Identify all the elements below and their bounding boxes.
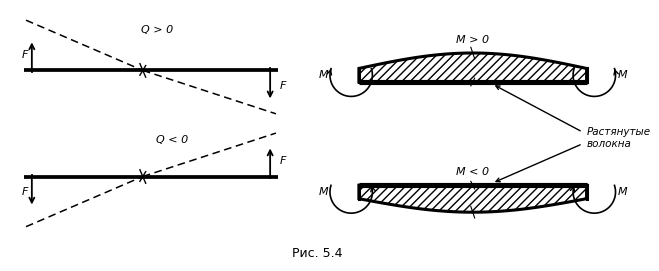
Text: F: F bbox=[280, 81, 286, 91]
Text: Растянутые
волокна: Растянутые волокна bbox=[587, 127, 650, 149]
Polygon shape bbox=[359, 185, 587, 212]
Text: F: F bbox=[22, 187, 28, 197]
Text: F: F bbox=[280, 156, 286, 166]
Text: Q > 0: Q > 0 bbox=[141, 25, 173, 35]
Text: M: M bbox=[617, 187, 627, 197]
Polygon shape bbox=[359, 53, 587, 82]
Text: M: M bbox=[617, 70, 627, 80]
Text: M < 0: M < 0 bbox=[456, 167, 489, 177]
Text: M: M bbox=[318, 70, 328, 80]
Text: Q < 0: Q < 0 bbox=[156, 135, 188, 145]
Text: M > 0: M > 0 bbox=[456, 34, 489, 44]
Text: M: M bbox=[318, 187, 328, 197]
Text: F: F bbox=[22, 50, 28, 60]
Text: Рис. 5.4: Рис. 5.4 bbox=[292, 247, 343, 260]
